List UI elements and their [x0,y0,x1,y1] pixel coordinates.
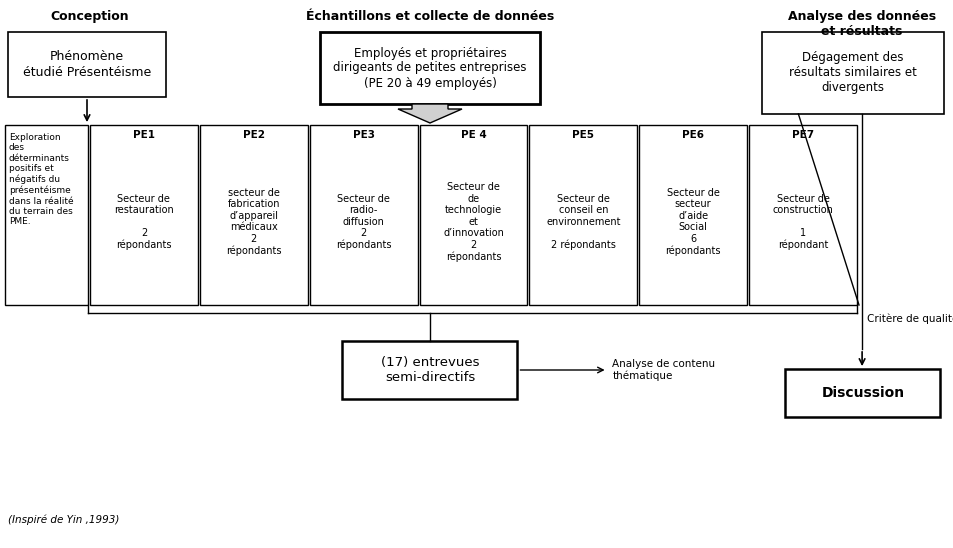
Bar [784,369,940,417]
Text: Secteur de
de
technologie
et
d’innovation
2
répondants: Secteur de de technologie et d’innovatio… [442,182,503,262]
Text: Discussion: Discussion [821,386,903,400]
Text: PE6: PE6 [681,130,703,140]
Text: Analyse de contenu
thématique: Analyse de contenu thématique [612,359,715,381]
Text: PE2: PE2 [242,130,265,140]
Text: Secteur de
radio-
diffusion
2
répondants: Secteur de radio- diffusion 2 répondants [335,193,391,250]
Bar [199,125,308,305]
Text: PE7: PE7 [791,130,813,140]
Text: PE3: PE3 [353,130,375,140]
Text: secteur de
fabrication
d’appareil
médicaux
2
répondants: secteur de fabrication d’appareil médica… [226,188,281,256]
Text: Échantillons et collecte de données: Échantillons et collecte de données [306,10,554,23]
Text: Analyse des données
et résultats: Analyse des données et résultats [787,10,935,38]
Bar [5,125,88,305]
Bar [419,125,527,305]
Text: Exploration
des
déterminants
positifs et
négatifs du
présentéisme
dans la réalit: Exploration des déterminants positifs et… [9,133,73,226]
Text: Dégagement des
résultats similaires et
divergents: Dégagement des résultats similaires et d… [788,52,916,94]
Bar [90,125,197,305]
Polygon shape [397,104,461,123]
Bar [639,125,746,305]
Bar [342,341,517,399]
Text: Secteur de
conseil en
environnement

2 répondants: Secteur de conseil en environnement 2 ré… [545,193,620,250]
Text: Critère de qualité: Critère de qualité [866,314,953,324]
Text: (Inspiré de Yin ,1993): (Inspiré de Yin ,1993) [8,515,119,525]
Bar [748,125,856,305]
Bar [319,32,539,104]
Text: (17) entrevues
semi-directifs: (17) entrevues semi-directifs [380,356,478,384]
Bar [761,32,943,114]
Text: Conception: Conception [50,10,129,23]
Text: Employés et propriétaires
dirigeants de petites entreprises
(PE 20 à 49 employés: Employés et propriétaires dirigeants de … [333,47,526,89]
Text: Phénomène
étudié Présentéisme: Phénomène étudié Présentéisme [23,50,151,78]
Text: PE1: PE1 [132,130,154,140]
Text: Secteur de
restauration

2
répondants: Secteur de restauration 2 répondants [114,193,173,250]
Text: Secteur de
secteur
d’aide
Social
6
répondants: Secteur de secteur d’aide Social 6 répon… [665,188,720,256]
Text: Secteur de
construction

1
répondant: Secteur de construction 1 répondant [772,193,833,250]
Bar [529,125,637,305]
Text: PE 4: PE 4 [460,130,486,140]
Bar [8,32,166,97]
Text: PE5: PE5 [572,130,594,140]
Bar [310,125,417,305]
